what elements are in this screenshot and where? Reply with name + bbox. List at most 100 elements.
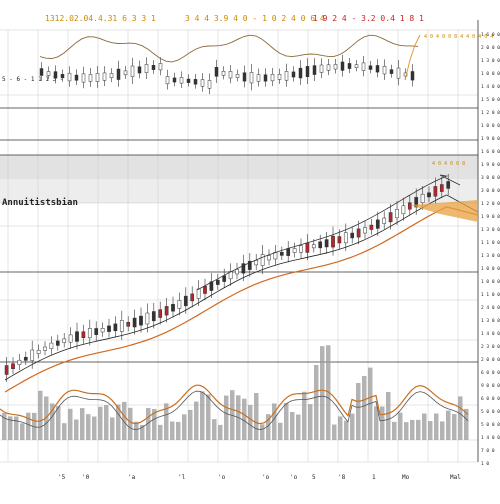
upper-candle-body: [165, 76, 170, 85]
main-candle-body: [113, 323, 118, 332]
right-axis-tick-label: 1 3 0 0 0 0: [481, 253, 500, 259]
upper-candle-body: [109, 73, 114, 79]
upper-candle-body: [228, 71, 233, 79]
main-candle-body: [62, 338, 67, 343]
upper-candle-body: [102, 72, 107, 81]
right-axis-tick-label: 6 0 0 0 0: [481, 370, 500, 376]
volume-bar: [320, 346, 325, 440]
volume-bar: [284, 402, 289, 440]
volume-bar: [8, 416, 13, 440]
main-candle-body: [260, 254, 265, 266]
main-candle-body: [375, 219, 380, 229]
upper-candle-body: [403, 72, 408, 77]
right-axis-tick-label: 1 6 0 0 0 0: [481, 32, 500, 38]
right-axis-tick-label: 1 0 0 0 0 0: [481, 71, 500, 77]
main-candle-body: [55, 340, 60, 346]
volume-bar: [224, 395, 229, 440]
volume-bar: [290, 412, 295, 440]
upper-candle-body: [354, 64, 359, 68]
upper-candle-body: [326, 64, 331, 71]
main-candle-body: [75, 331, 79, 342]
main-candle-body: [286, 248, 291, 256]
volume-bar: [404, 422, 409, 440]
upper-candle-body: [340, 61, 345, 71]
right-axis-tick-label: 1 2 0 0 0 0: [481, 201, 500, 207]
x-axis-tick-label: '8: [338, 474, 346, 481]
upper-candle-body: [249, 72, 254, 84]
x-axis-tick-label: Mal: [450, 474, 461, 481]
volume-bar: [56, 406, 61, 440]
volume-bar: [92, 416, 97, 440]
upper-candle-body: [270, 73, 275, 82]
upper-candle-body: [361, 62, 366, 71]
volume-bar: [260, 424, 265, 440]
volume-bar: [464, 408, 469, 440]
upper-candle-body: [158, 63, 163, 71]
upper-right-annotation: 4 0 4 0 0 8 4 4 0 4 0 4: [424, 34, 493, 40]
volume-bar: [20, 423, 25, 440]
ma-black-line: [4, 194, 479, 381]
main-candle-body: [177, 300, 182, 309]
main-candle-body: [305, 242, 310, 253]
volume-bar: [86, 414, 91, 440]
volume-bar: [266, 414, 271, 440]
main-candle-body: [350, 232, 355, 239]
volume-bar: [308, 404, 313, 440]
x-axis-tick-label: 'a: [128, 474, 136, 481]
upper-candle-body: [81, 73, 86, 83]
main-candle-body: [119, 320, 124, 332]
volume-bar: [200, 391, 205, 440]
upper-candle-body: [60, 74, 65, 79]
main-candle-body: [407, 202, 412, 210]
oscillator-line: [0, 384, 469, 425]
right-axis-tick-label: 1 5 0 0 0 0: [481, 97, 500, 103]
main-candle-body: [158, 309, 163, 318]
x-axis-tick-label: 1: [372, 474, 376, 481]
right-axis-tick-label: 9 0 0 0 0: [481, 383, 500, 389]
x-axis-tick-label: 'o: [262, 474, 270, 481]
volume-bar: [332, 424, 337, 440]
main-candle-body: [427, 192, 431, 198]
middle-left-label: Annuitistsbian: [2, 197, 78, 208]
main-candle-body: [311, 244, 316, 249]
upper-candle-body: [291, 71, 296, 78]
volume-bar: [362, 376, 367, 440]
volume-bar: [434, 413, 439, 440]
volume-bar: [242, 398, 247, 440]
volume-bar: [338, 416, 343, 440]
volume-bar: [254, 393, 259, 440]
main-candle-body: [4, 365, 9, 375]
main-candle-body: [267, 255, 271, 261]
ma-upper-curve: [196, 174, 461, 291]
band-top: [0, 155, 478, 179]
volume-bar: [50, 403, 55, 440]
main-candle-body: [23, 356, 28, 361]
x-axis-tick-label: '0: [82, 474, 90, 481]
main-candle-body: [324, 239, 329, 248]
volume-bar: [188, 409, 193, 440]
upper-candle-body: [221, 70, 226, 76]
main-candle-body: [30, 349, 35, 361]
upper-candle-body: [46, 71, 51, 76]
main-candle-body: [43, 346, 47, 351]
volume-bar: [392, 421, 397, 440]
upper-candle-body: [396, 67, 401, 79]
volume-bar: [248, 405, 253, 440]
right-axis-tick-label: 5 0 0 0 0: [481, 409, 500, 415]
main-candle-body: [446, 181, 451, 189]
right-axis-tick-label: 1 3 0 0 0 0: [481, 58, 500, 64]
upper-candle-body: [382, 66, 387, 75]
right-wedge-orange: [410, 200, 478, 222]
main-candle-body: [247, 260, 252, 270]
volume-bar: [416, 419, 421, 440]
right-axis-tick-label: 2 4 0 0 0 0: [481, 305, 500, 311]
volume-bar: [2, 412, 7, 440]
main-candle-body: [299, 245, 303, 253]
main-candle-body: [241, 263, 246, 274]
main-candle-body: [68, 334, 73, 343]
main-candle-body: [215, 279, 220, 285]
upper-candle-body: [137, 66, 142, 74]
volume-bar: [380, 406, 385, 440]
